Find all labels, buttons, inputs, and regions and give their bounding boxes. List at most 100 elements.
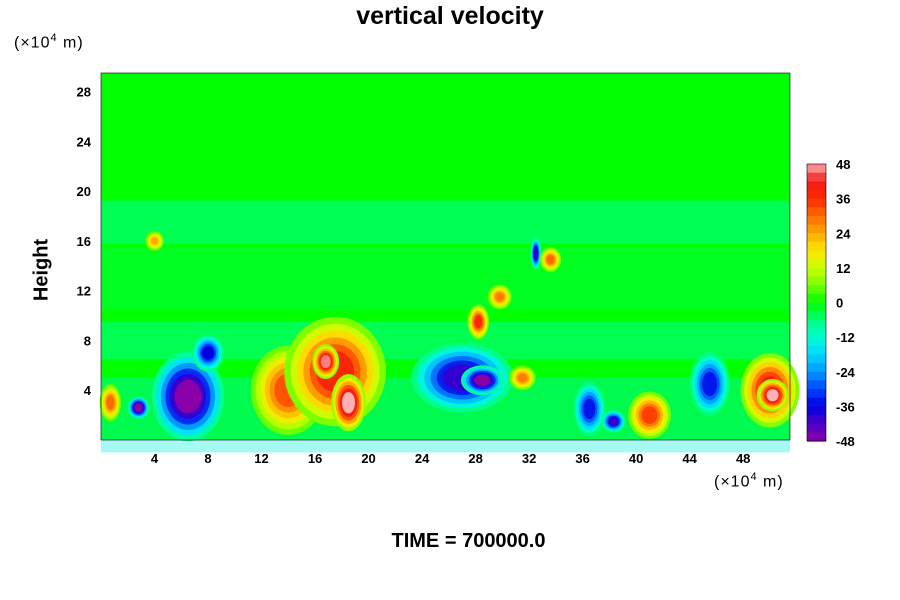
colorbar-tick-label: 12 <box>836 261 850 276</box>
colorbar-segment <box>807 215 826 226</box>
band-1 <box>101 247 790 310</box>
colorbar-segment <box>807 267 826 278</box>
colorbar-tick-label: -36 <box>836 399 855 414</box>
x-tick-label: 32 <box>522 451 536 466</box>
colorbar-segment <box>807 241 826 252</box>
x-tick-label: 36 <box>575 451 589 466</box>
y-tick-label: 12 <box>77 284 91 299</box>
feature-11-level-5 <box>495 292 505 302</box>
colorbar-segment <box>807 207 826 217</box>
x-tick-label: 16 <box>308 451 322 466</box>
x-tick-label: 20 <box>361 451 375 466</box>
colorbar-segment <box>807 224 826 234</box>
x-axis-unit: (×104 m) <box>714 471 784 491</box>
feature-1 <box>191 334 225 372</box>
chart-title: vertical velocity <box>356 2 544 30</box>
colorbar-segment <box>807 189 826 200</box>
y-ticks: 4 8 12 16 20 24 28 <box>77 85 92 399</box>
feature-9 <box>509 365 536 391</box>
x-tick-label: 4 <box>151 451 159 466</box>
feature-10 <box>467 304 489 340</box>
x-tick-label: 24 <box>415 451 430 466</box>
colorbar: 48 36 24 12 0 -12 -24 -36 -48 <box>806 157 856 449</box>
x-tick-label: 40 <box>629 451 643 466</box>
feature-6-level-5 <box>320 355 331 369</box>
feature-10-level-5 <box>474 315 483 329</box>
time-label: TIME = 700000.0 <box>391 530 546 552</box>
colorbar-segment <box>807 406 826 416</box>
x-tick-label: 48 <box>736 451 750 466</box>
colorbar-segment <box>807 181 826 191</box>
feature-19 <box>756 379 789 412</box>
colorbar-segment <box>807 397 826 407</box>
colorbar-tick-label: 48 <box>836 157 850 172</box>
feature-5-level-5 <box>341 391 356 414</box>
feature-14-level-5 <box>583 398 596 420</box>
y-tick-label: 4 <box>84 383 92 398</box>
feature-14 <box>573 381 606 437</box>
colorbar-tick-label: 36 <box>836 192 850 207</box>
colorbar-segment <box>807 198 826 208</box>
colorbar-segment <box>807 337 826 347</box>
feature-2-level-5 <box>134 403 143 412</box>
colorbar-segment <box>807 354 826 364</box>
colorbar-segment <box>807 285 826 295</box>
feature-16 <box>628 391 671 439</box>
y-tick-label: 8 <box>84 333 91 348</box>
x-tick-label: 8 <box>204 451 211 466</box>
colorbar-tick-label: -48 <box>836 434 855 449</box>
y-tick-label: 28 <box>77 85 91 100</box>
feature-11 <box>487 284 512 310</box>
y-tick-label: 16 <box>77 234 91 249</box>
x-tick-label: 44 <box>682 451 697 466</box>
x-tick-label: 12 <box>254 451 268 466</box>
feature-5 <box>331 374 366 432</box>
feature-15-level-5 <box>608 417 618 426</box>
colorbar-segment <box>807 172 826 182</box>
colorbar-tick-label: -12 <box>836 330 855 345</box>
feature-0-level-5 <box>174 379 202 414</box>
colorbar-segment <box>807 389 826 399</box>
feature-2 <box>127 396 150 419</box>
feature-17-level-5 <box>702 371 718 397</box>
colorbar-segment <box>807 415 826 425</box>
colorbar-segment <box>807 302 826 312</box>
colorbar-segment <box>807 345 826 356</box>
field-features <box>99 230 800 442</box>
colorbar-tick-label: 24 <box>836 226 851 241</box>
colorbar-segment <box>807 259 826 269</box>
feature-12 <box>530 237 542 270</box>
colorbar-segment <box>807 164 826 174</box>
colorbar-segment <box>807 328 826 338</box>
colorbar-segment <box>807 233 826 243</box>
colorbar-frame <box>806 163 827 442</box>
y-axis-unit: (×104 m) <box>14 32 84 52</box>
colorbar-segment <box>807 311 826 321</box>
colorbar-segment <box>807 371 826 382</box>
feature-20 <box>145 230 164 251</box>
feature-19-level-5 <box>766 389 779 402</box>
colorbar-tick-label: -24 <box>836 365 856 380</box>
feature-21-level-5 <box>106 395 115 410</box>
y-tick-label: 20 <box>77 184 91 199</box>
feature-8-level-5 <box>474 374 491 386</box>
colorbar-segment <box>807 319 826 330</box>
colorbar-segment <box>807 423 826 433</box>
plot-frame <box>100 72 791 441</box>
x-ticks: 4 8 12 16 20 24 28 32 36 40 44 48 <box>151 451 751 466</box>
colorbar-segment <box>807 380 826 390</box>
colorbar-segment <box>807 276 826 286</box>
feature-0 <box>151 351 225 442</box>
feature-12-level-5 <box>533 247 538 260</box>
feature-21 <box>99 384 122 422</box>
feature-17 <box>689 351 730 417</box>
colorbar-segment <box>807 250 826 260</box>
feature-15 <box>601 410 626 433</box>
feature-9-level-5 <box>517 373 528 383</box>
colorbar-tick-label: 0 <box>836 296 843 311</box>
x-tick-label: 28 <box>468 451 482 466</box>
feature-13 <box>539 247 562 273</box>
y-tick-label: 24 <box>77 134 92 149</box>
colorbar-segment <box>807 432 826 442</box>
